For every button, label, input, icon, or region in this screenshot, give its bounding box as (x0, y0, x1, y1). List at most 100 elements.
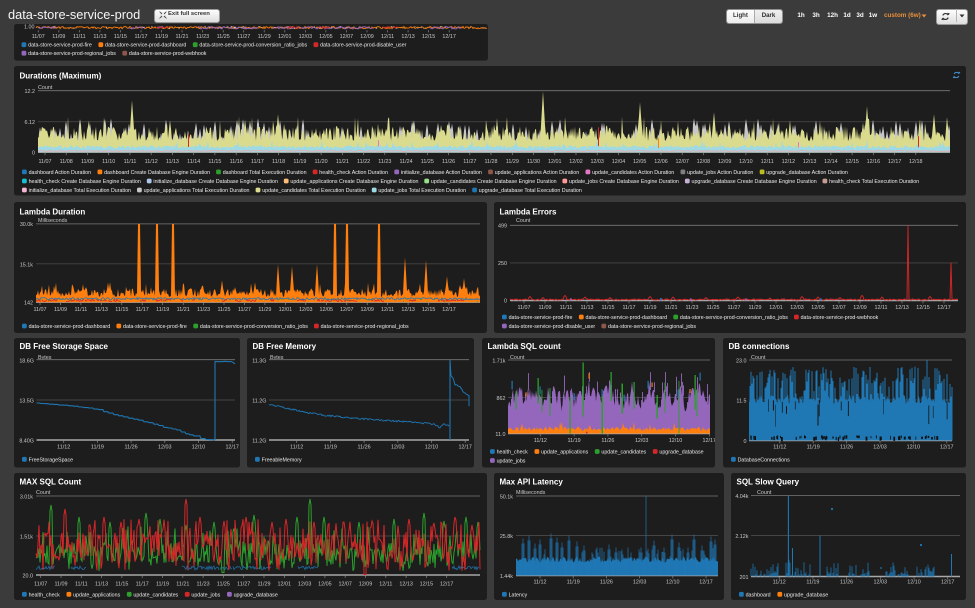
svg-text:11/12: 11/12 (533, 580, 546, 586)
svg-text:11/26: 11/26 (840, 445, 853, 451)
svg-text:12/09: 12/09 (359, 581, 373, 587)
svg-text:1.71k: 1.71k (492, 358, 505, 364)
svg-text:11/19: 11/19 (324, 445, 337, 451)
svg-text:11/12: 11/12 (773, 445, 786, 451)
svg-text:11/27: 11/27 (463, 159, 476, 165)
svg-text:12/10: 12/10 (907, 445, 921, 451)
svg-text:12/09: 12/09 (718, 159, 732, 165)
svg-text:11/19: 11/19 (806, 580, 819, 586)
svg-text:11/09: 11/09 (54, 581, 67, 587)
svg-text:12/06: 12/06 (654, 159, 668, 165)
svg-text:12/17: 12/17 (225, 445, 239, 451)
svg-text:11/09: 11/09 (81, 159, 94, 165)
svg-text:DB connections: DB connections (729, 342, 790, 351)
svg-text:11/19: 11/19 (156, 307, 169, 313)
svg-text:12/15: 12/15 (422, 34, 435, 40)
svg-text:12/02: 12/02 (569, 159, 583, 165)
svg-text:12/11: 12/11 (874, 305, 887, 311)
svg-text:12/15: 12/15 (845, 159, 859, 165)
svg-text:update_candidates Action Durat: update_candidates Action Duration (592, 170, 674, 176)
svg-text:12/03: 12/03 (874, 580, 888, 586)
svg-text:11/23: 11/23 (197, 581, 210, 587)
svg-text:12/10: 12/10 (425, 445, 439, 451)
svg-text:health_check: health_check (497, 450, 529, 456)
svg-text:Milliseconds: Milliseconds (38, 218, 68, 224)
svg-text:11/07: 11/07 (32, 34, 45, 40)
svg-text:11.2G: 11.2G (252, 398, 266, 404)
svg-text:12/17: 12/17 (940, 445, 954, 451)
svg-text:data-store-service-prod-region: data-store-service-prod-regional_jobs (321, 324, 409, 330)
svg-text:142: 142 (24, 300, 33, 306)
svg-text:Count: Count (36, 490, 51, 496)
svg-text:Lambda Errors: Lambda Errors (500, 207, 557, 216)
svg-text:11/17: 11/17 (136, 307, 149, 313)
svg-text:12.2: 12.2 (25, 89, 36, 95)
svg-text:DatabaseConnections: DatabaseConnections (738, 457, 790, 463)
svg-text:Bytes: Bytes (270, 355, 284, 361)
svg-text:FreeStorageSpace: FreeStorageSpace (29, 457, 74, 463)
svg-text:12/05: 12/05 (319, 34, 332, 40)
svg-text:11/27: 11/27 (237, 581, 250, 587)
svg-text:11/09: 11/09 (54, 307, 67, 313)
svg-text:SQL Slow Query: SQL Slow Query (737, 477, 800, 486)
svg-text:initialize_database Action Dur: initialize_database Action Duration (401, 170, 482, 176)
svg-text:11/13: 11/13 (95, 581, 108, 587)
svg-text:update_candidates Create Datab: update_candidates Create Database Engine… (431, 179, 557, 185)
svg-text:0: 0 (504, 298, 507, 304)
svg-text:11/13: 11/13 (166, 159, 179, 165)
svg-text:11/27: 11/27 (237, 34, 250, 40)
svg-text:12/17: 12/17 (703, 438, 715, 444)
svg-text:15.1k: 15.1k (20, 262, 33, 268)
svg-text:11/30: 11/30 (527, 159, 540, 165)
svg-text:11/12: 11/12 (534, 438, 547, 444)
svg-text:11/07: 11/07 (33, 307, 46, 313)
svg-text:12/14: 12/14 (824, 159, 838, 165)
svg-text:12/13: 12/13 (895, 305, 909, 311)
svg-text:data-store-service-prod-disabl: data-store-service-prod-disable_user (320, 43, 407, 49)
svg-text:update_candidates: update_candidates (601, 450, 646, 456)
svg-text:data-store-service-prod-dashbo: data-store-service-prod-dashboard (586, 315, 668, 321)
svg-text:499: 499 (498, 223, 507, 229)
svg-text:11/17: 11/17 (622, 305, 635, 311)
svg-text:12/17: 12/17 (888, 159, 902, 165)
svg-text:12/03: 12/03 (590, 159, 604, 165)
svg-text:12/09: 12/09 (360, 34, 373, 40)
svg-text:11/21: 11/21 (176, 581, 189, 587)
svg-text:12/07: 12/07 (832, 305, 846, 311)
svg-text:update_jobs Total Execution Du: update_jobs Total Execution Duration (378, 188, 466, 194)
svg-text:Lambda SQL count: Lambda SQL count (488, 342, 562, 351)
svg-text:12/10: 12/10 (192, 445, 206, 451)
svg-text:11/26: 11/26 (600, 580, 613, 586)
svg-text:11/19: 11/19 (91, 445, 104, 451)
svg-text:1.44k: 1.44k (500, 574, 513, 580)
svg-text:11/26: 11/26 (125, 445, 138, 451)
svg-text:11/23: 11/23 (197, 307, 210, 313)
svg-text:11/08: 11/08 (60, 159, 73, 165)
svg-text:11/11: 11/11 (124, 159, 137, 165)
svg-text:2.12k: 2.12k (735, 534, 748, 540)
svg-text:11/29: 11/29 (258, 307, 271, 313)
svg-text:11/14: 11/14 (187, 159, 200, 165)
svg-text:11/10: 11/10 (102, 159, 115, 165)
svg-text:12/09: 12/09 (360, 307, 374, 313)
svg-text:data-store-service-prod-conver: data-store-service-prod-conversion_ratio… (200, 324, 308, 330)
svg-text:data-store-service-prod-webhoo: data-store-service-prod-webhook (801, 315, 879, 321)
svg-text:12/10: 12/10 (666, 580, 680, 586)
svg-text:12/16: 12/16 (867, 159, 881, 165)
svg-text:11/11: 11/11 (75, 307, 88, 313)
svg-text:11/21: 11/21 (664, 305, 677, 311)
svg-text:Count: Count (38, 85, 53, 91)
svg-text:11/26: 11/26 (358, 445, 371, 451)
svg-text:11/20: 11/20 (315, 159, 328, 165)
svg-text:11.0: 11.0 (495, 432, 505, 438)
svg-text:11/25: 11/25 (421, 159, 434, 165)
svg-text:upgrade_database Action Durati: upgrade_database Action Duration (766, 170, 848, 176)
svg-text:12/11: 12/11 (379, 581, 392, 587)
svg-text:data-store-service-prod-dashbo: data-store-service-prod-dashboard (105, 43, 186, 49)
svg-text:12/15: 12/15 (420, 581, 434, 587)
svg-text:12/13: 12/13 (399, 581, 413, 587)
svg-text:11/19: 11/19 (568, 438, 581, 444)
svg-text:11/19: 11/19 (567, 580, 580, 586)
svg-text:update_applications Total Exec: update_applications Total Execution Dura… (144, 188, 250, 194)
svg-text:Count: Count (516, 218, 531, 224)
